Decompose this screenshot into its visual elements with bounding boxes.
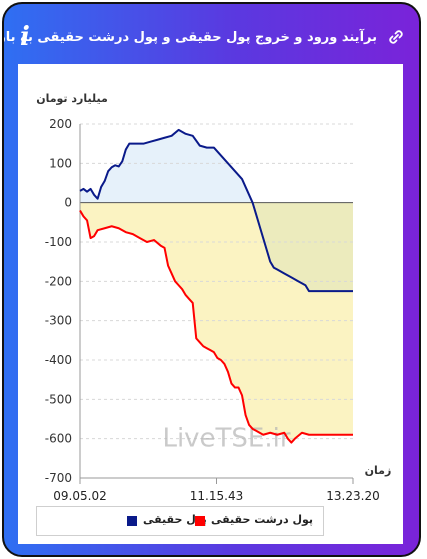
x-tick-label: 09.05.02 (53, 489, 106, 503)
info-icon[interactable]: i (20, 22, 30, 52)
chart-title: برآیند ورود و خروج پول حقیقی و پول درشت … (2, 30, 377, 45)
x-tick-label: 13.23.20 (326, 489, 379, 503)
widget-frame: برآیند ورود و خروج پول حقیقی و پول درشت … (2, 2, 421, 557)
x-tick-label: 11.15.43 (190, 489, 243, 503)
y-tick-label: 100 (49, 156, 72, 170)
real-money-line (79, 128, 353, 293)
real-money-positive-area (80, 129, 353, 203)
legend-swatch-real-money (127, 516, 137, 526)
y-tick-label: -400 (45, 353, 72, 367)
y-tick-label: -500 (45, 392, 72, 406)
y-axis-label: میلیارد تومان (36, 92, 108, 105)
link-icon[interactable] (387, 28, 405, 46)
y-tick-label: 0 (64, 196, 72, 210)
x-axis-label: زمان (365, 464, 392, 477)
legend-item-big-real-money[interactable]: پول درشت حقیقی (195, 513, 315, 529)
y-tick-label: -700 (45, 471, 72, 485)
legend: پول حقیقی پول درشت حقیقی (36, 506, 324, 536)
y-tick-label: -300 (45, 314, 72, 328)
real-money-negative-area (80, 202, 353, 292)
y-tick-label: 200 (49, 117, 72, 131)
y-tick-label: -200 (45, 274, 72, 288)
big-real-money-line (79, 210, 353, 444)
y-tick-label: -600 (45, 432, 72, 446)
legend-item-real-money[interactable]: پول حقیقی (127, 513, 237, 529)
watermark: LiveTSE.ir (162, 424, 290, 454)
legend-label-real-money: پول حقیقی (143, 513, 207, 526)
legend-swatch-big-real-money (195, 516, 205, 526)
chart: 200 100 0 -100 -200 -300 -400 -500 -600 -700 09.05… (36, 92, 392, 503)
legend-label-big-real-money: پول درشت حقیقی (211, 513, 314, 526)
chart-card: 200 100 0 -100 -200 -300 -400 -500 -600 -700 09.05… (18, 64, 403, 544)
y-tick-label: -100 (45, 235, 72, 249)
